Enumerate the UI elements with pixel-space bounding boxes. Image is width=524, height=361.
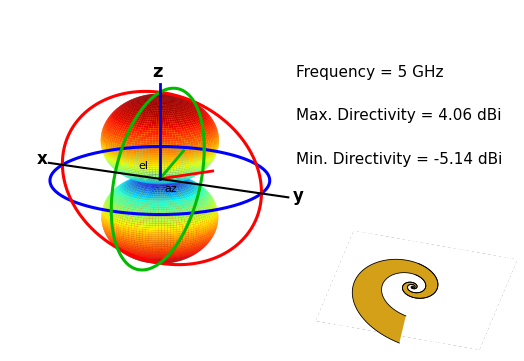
Polygon shape [352,259,438,343]
Text: Frequency = 5 GHz: Frequency = 5 GHz [296,65,443,80]
Polygon shape [316,231,517,349]
Polygon shape [402,264,438,298]
Text: Max. Directivity = 4.06 dBi: Max. Directivity = 4.06 dBi [296,108,501,123]
Text: Min. Directivity = -5.14 dBi: Min. Directivity = -5.14 dBi [296,152,503,167]
